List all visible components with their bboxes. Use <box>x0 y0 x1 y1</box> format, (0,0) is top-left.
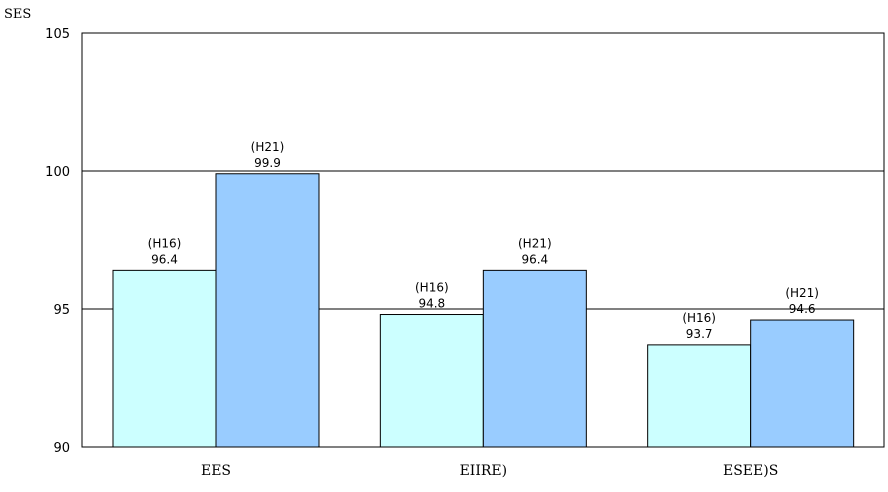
category-label: EES <box>201 463 231 479</box>
bar-value-label: 96.4 <box>151 252 178 266</box>
bar <box>215 173 320 448</box>
category-label: ESEE)S <box>723 463 778 479</box>
y-axis-label: SES <box>4 7 31 22</box>
bar-value-label: 96.4 <box>521 252 548 266</box>
bar-value-label: 94.8 <box>418 297 445 311</box>
bar <box>750 319 855 448</box>
category-labels: EES EIIRE) ESEE)S <box>201 463 778 479</box>
bar-period-label: (H21) <box>785 286 819 300</box>
bars <box>112 173 855 448</box>
bar-period-label: (H21) <box>518 236 552 250</box>
y-tick-label: 105 <box>45 27 70 42</box>
bar-period-label: (H21) <box>251 140 285 154</box>
bar-value-label: 93.7 <box>686 327 713 341</box>
bar <box>112 269 217 448</box>
y-tick-label: 100 <box>45 165 70 180</box>
category-label: EIIRE) <box>460 463 508 479</box>
bar <box>647 344 752 448</box>
bar-period-label: (H16) <box>148 236 182 250</box>
bar-value-label: 99.9 <box>254 156 281 170</box>
y-tick-label: 95 <box>53 303 70 318</box>
y-tick-labels: 90 95 100 105 <box>45 27 70 456</box>
bar-period-label: (H16) <box>682 311 716 325</box>
y-tick-label: 90 <box>53 441 70 456</box>
bar-value-label: 94.6 <box>789 302 816 316</box>
bar-period-label: (H16) <box>415 281 449 295</box>
data-labels: (H16) 96.4 (H21) 99.9 (H16) 94.8 (H21) 96.4 (H16… <box>148 140 819 341</box>
bar <box>379 314 484 448</box>
plot-frame <box>81 32 885 448</box>
bar <box>482 269 587 448</box>
